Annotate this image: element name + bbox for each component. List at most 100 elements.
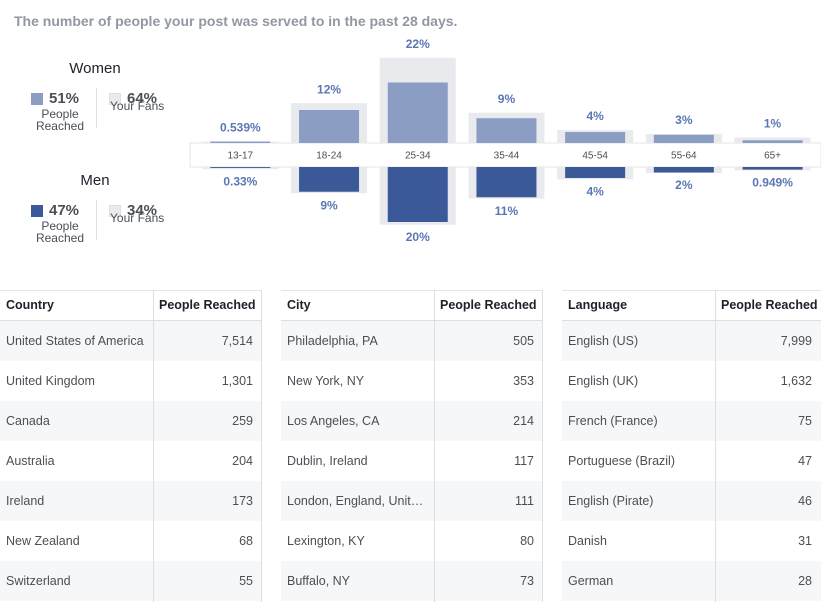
cell: German (568, 574, 614, 588)
category-label: 25-34 (405, 151, 431, 162)
cell: Portuguese (Brazil) (568, 454, 675, 468)
cell: Lexington, KY (287, 534, 365, 548)
separator (96, 200, 97, 240)
cell: 111 (514, 494, 534, 508)
chart: 0.539% 0.33% 13-17 12% 9% 18-24 22% 20% 25-34 9% 1… (189, 37, 821, 244)
cell: Philadelphia, PA (287, 334, 378, 348)
table-row: Philadelphia, PA 505 (281, 321, 543, 361)
legend-swatch (31, 93, 43, 105)
value-label: 1% (764, 117, 782, 131)
cell: 214 (513, 414, 534, 428)
cell: 46 (798, 494, 812, 508)
category-label: 18-24 (316, 151, 342, 162)
category-label: 35-44 (494, 151, 520, 162)
legend-title: Women (69, 60, 121, 77)
cell: 1,632 (780, 374, 812, 388)
title: The number of people your post was serve… (14, 13, 458, 29)
table-row: French (France) 75 (562, 401, 821, 441)
table-row: New Zealand 68 (0, 521, 262, 561)
bar (387, 167, 448, 222)
table-row: English (UK) 1,632 (562, 361, 821, 401)
table-row: Canada 259 (0, 401, 262, 441)
legend-label: Your Fans (110, 99, 165, 113)
legend-value: 64% (127, 90, 158, 107)
legend-value: 51% (49, 90, 80, 107)
value-label: 4% (586, 185, 604, 199)
table-row: English (US) 7,999 (562, 321, 821, 361)
table-row: Australia 204 (0, 441, 262, 481)
column-divider (715, 290, 716, 602)
table-edge (542, 290, 543, 602)
cell: 173 (232, 494, 253, 508)
cell: 7,999 (780, 334, 812, 348)
table-edge (261, 290, 262, 602)
cell: 353 (513, 374, 534, 388)
bar (299, 167, 360, 192)
legend-label: People Reached (35, 107, 85, 133)
table-header: Country People Reached (0, 290, 262, 321)
table-row: Portuguese (Brazil) 47 (562, 441, 821, 481)
table-row: English (Pirate) 46 (562, 481, 821, 521)
bar (210, 167, 271, 168)
bar (742, 167, 803, 170)
legend-label: People Reached (35, 219, 85, 245)
header-cell: City (287, 298, 311, 312)
value-label: 2% (675, 178, 693, 192)
cell: Australia (6, 454, 55, 468)
legend-value: 47% (49, 202, 80, 219)
value-label: 9% (498, 92, 516, 106)
value-label: 3% (675, 113, 693, 127)
table-row: United States of America 7,514 (0, 321, 262, 361)
value-label: 20% (406, 230, 430, 244)
table-row: Lexington, KY 80 (281, 521, 543, 561)
cell: 68 (239, 534, 253, 548)
cell: English (UK) (568, 374, 639, 388)
value-label: 0.539% (220, 121, 261, 135)
legend-swatch (109, 205, 121, 217)
cell: Canada (6, 414, 50, 428)
cell: London, England, Unit… (287, 494, 424, 508)
table-row: Buffalo, NY 73 (281, 561, 543, 601)
cell: 31 (798, 534, 812, 548)
value-label: 0.949% (752, 175, 793, 189)
cell: English (US) (568, 334, 639, 348)
column-divider (434, 290, 435, 602)
cell: United Kingdom (6, 374, 95, 388)
header-cell: Country (6, 298, 54, 312)
cell: French (France) (568, 414, 658, 428)
bar (565, 167, 626, 178)
bar (299, 110, 360, 143)
value-label: 11% (495, 204, 519, 218)
cell: Buffalo, NY (287, 574, 351, 588)
cell: 117 (514, 454, 534, 468)
bar (387, 82, 448, 143)
cell: Switzerland (6, 574, 71, 588)
header-cell: People Reached (440, 298, 537, 312)
value-label: 9% (320, 198, 338, 212)
value-label: 12% (317, 82, 341, 96)
bar (653, 134, 714, 143)
header-cell: People Reached (159, 298, 256, 312)
bar (476, 167, 537, 198)
table-row: London, England, Unit… 111 (281, 481, 543, 521)
header-cell: People Reached (721, 298, 818, 312)
cell: New York, NY (287, 374, 365, 388)
separator (96, 88, 97, 128)
table: Country People Reached United States of Am… (0, 290, 262, 602)
table-row: German 28 (562, 561, 821, 601)
table-row: Switzerland 55 (0, 561, 262, 601)
table-row: Ireland 173 (0, 481, 262, 521)
cell: 505 (513, 334, 534, 348)
category-label: 65+ (764, 151, 781, 162)
table-row: United Kingdom 1,301 (0, 361, 262, 401)
cell: 80 (520, 534, 534, 548)
bar (565, 132, 626, 143)
table-header: Language People Reached (562, 290, 821, 321)
cell: 204 (232, 454, 253, 468)
cell: New Zealand (6, 534, 80, 548)
bar (210, 141, 271, 143)
cell: 73 (520, 574, 534, 588)
bar (742, 140, 803, 143)
legend-swatch (109, 93, 121, 105)
